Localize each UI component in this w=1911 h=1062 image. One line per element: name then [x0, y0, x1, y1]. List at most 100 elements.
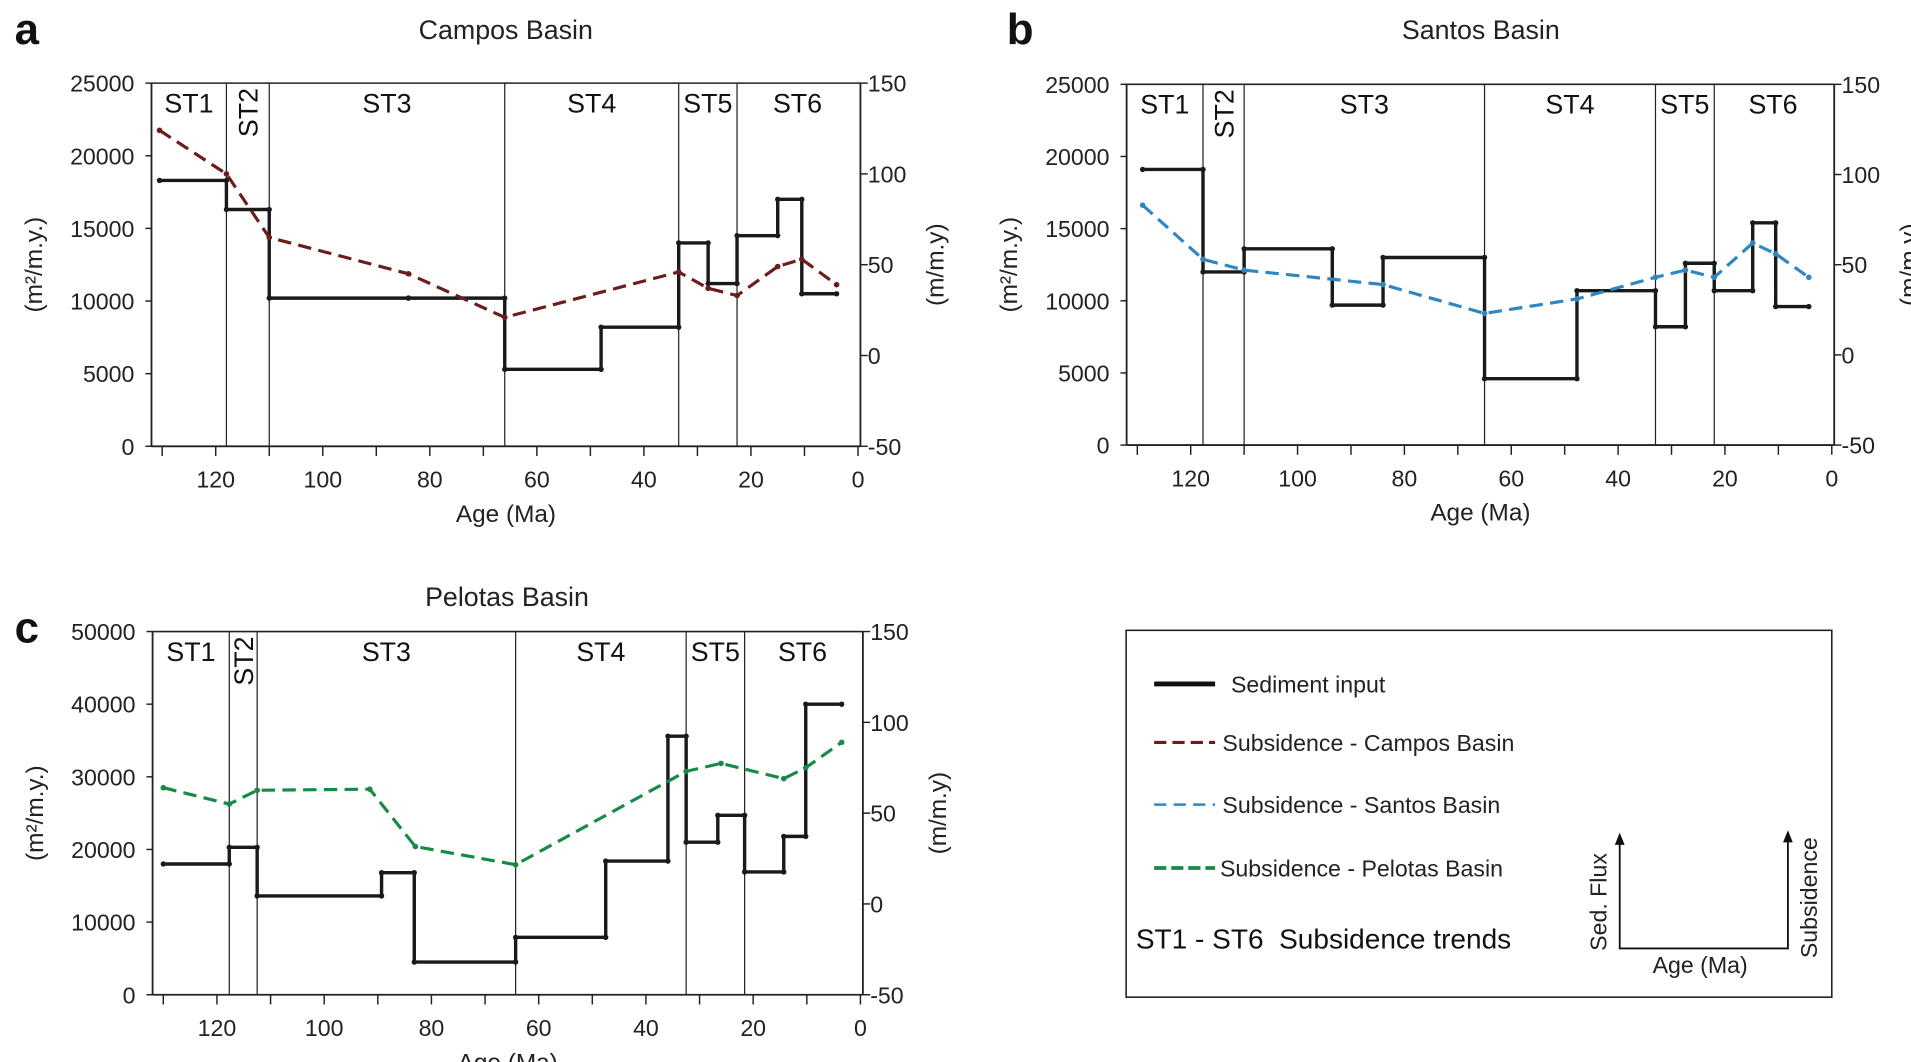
y-axis-title: (m²/m.y.): [22, 765, 49, 861]
x-tick-label: 60: [524, 467, 550, 493]
trend-label: ST5: [691, 637, 740, 667]
y2-tick-label: -50: [870, 982, 903, 1008]
trend-label: ST5: [1660, 90, 1709, 120]
y-tick-label: 5000: [83, 361, 134, 387]
trend-label: ST4: [567, 88, 616, 118]
legend-label-sediment: Sediment input: [1231, 671, 1386, 697]
sediment-input-point: [1139, 166, 1146, 173]
y-tick-label: 15000: [1045, 216, 1109, 242]
sediment-input-point: [378, 893, 385, 899]
y-tick-label: 20000: [71, 837, 135, 863]
trend-label: ST3: [362, 88, 411, 118]
subsidence-point: [838, 739, 845, 746]
y-tick-label: 10000: [1045, 288, 1109, 314]
sediment-input-line: [163, 702, 842, 964]
sediment-input-point: [838, 701, 845, 707]
y-tick-label: 10000: [70, 289, 134, 315]
y2-tick-label: 150: [870, 619, 909, 645]
panel-letter: b: [1007, 5, 1034, 54]
trend-label: ST6: [1748, 90, 1797, 120]
sediment-input-point: [502, 366, 508, 372]
x-tick-label: 80: [1392, 466, 1418, 492]
y2-tick-label: 100: [1842, 162, 1881, 188]
sediment-input-point: [512, 934, 519, 941]
subsidence-point: [718, 760, 724, 767]
subsidence-point: [1200, 256, 1206, 263]
legend-label-campos: Subsidence - Campos Basin: [1222, 730, 1514, 756]
schematic-axes: [1618, 838, 1789, 950]
sediment-input-point: [502, 295, 508, 301]
sediment-input-point: [1481, 254, 1488, 261]
subsidence-point: [780, 775, 787, 782]
sediment-input-point: [705, 240, 711, 246]
schematic-x-label: Age (Ma): [1653, 952, 1748, 978]
sediment-input-point: [676, 240, 682, 246]
y-axis-title: (m²/m.y.): [996, 217, 1023, 313]
trend-label: ST6: [778, 637, 827, 667]
subsidence-point: [366, 786, 373, 792]
x-tick-label: 100: [305, 1015, 344, 1041]
y2-tick-label: 0: [1842, 342, 1855, 368]
y2-axis-title: (m/m.y): [925, 772, 952, 855]
sediment-input-point: [226, 844, 232, 850]
sediment-input-point: [1380, 302, 1386, 308]
subsidence-point: [226, 801, 233, 807]
sediment-input-point: [603, 934, 609, 941]
sediment-input-point: [715, 839, 721, 845]
subsidence-point: [160, 784, 167, 791]
x-tick-label: 60: [526, 1015, 552, 1041]
subsidence-point: [1652, 274, 1659, 281]
subsidence-point: [1481, 310, 1488, 317]
sediment-input-point: [705, 280, 711, 287]
y2-tick-label: 150: [1842, 72, 1881, 98]
y2-tick-label: 100: [868, 161, 907, 187]
x-tick-label: 60: [1498, 466, 1524, 492]
arrow-up-icon: [1783, 830, 1793, 843]
x-tick-label: 120: [1171, 466, 1210, 492]
x-tick-label: 120: [196, 467, 235, 493]
x-tick-label: 20: [738, 467, 764, 493]
schematic-right-label: Subsidence: [1796, 837, 1822, 958]
sediment-input-point: [226, 861, 232, 867]
y2-tick-label: 150: [868, 71, 907, 97]
chart-panel-a: a Campos Basin 120 100 80 60 40 20 0 0 5000 10000 15…: [15, 5, 950, 528]
sediment-input-point: [803, 701, 809, 707]
sediment-input-point: [665, 733, 671, 739]
x-tick-label: 80: [419, 1015, 445, 1041]
sediment-input-point: [734, 280, 740, 287]
trend-label: ST1: [1140, 90, 1189, 120]
sediment-input-point: [734, 232, 740, 239]
y2-tick-label: 0: [870, 891, 883, 917]
y-tick-label: 50000: [71, 619, 135, 645]
sediment-input-point: [223, 177, 230, 184]
subsidence-point: [254, 787, 260, 794]
subsidence-point: [734, 292, 740, 299]
y-tick-label: 15000: [70, 216, 134, 242]
x-tick-label: 0: [1825, 466, 1838, 492]
sediment-input-point: [411, 870, 417, 876]
subsidence-line: [162, 741, 843, 867]
subsidence-point: [512, 861, 519, 868]
x-tick-label: 80: [417, 467, 443, 493]
subsidence-point: [412, 843, 419, 850]
y-tick-label: 0: [1097, 433, 1110, 459]
subsidence-line: [1141, 203, 1810, 316]
sediment-input-point: [1574, 287, 1580, 294]
trend-label: ST4: [1545, 90, 1594, 120]
sediment-input-point: [715, 812, 721, 819]
sediment-input-point: [676, 324, 682, 330]
x-tick-label: 120: [198, 1015, 237, 1041]
x-axis-title: Age (Ma): [458, 1049, 558, 1062]
y-axis-title: (m²/m.y.): [21, 217, 48, 313]
x-tick-label: 40: [1605, 466, 1631, 492]
sediment-input-point: [1682, 324, 1689, 330]
trend-label: ST3: [362, 637, 411, 667]
subsidence-point: [156, 127, 163, 134]
y-tick-label: 20000: [70, 143, 134, 169]
sediment-input-point: [254, 844, 260, 850]
sediment-input-point: [156, 177, 163, 184]
legend: Sediment input Subsidence - Campos Basin…: [1125, 629, 1833, 998]
sediment-input-point: [1481, 376, 1488, 382]
y2-axis-title: (m/m.y): [922, 223, 949, 306]
